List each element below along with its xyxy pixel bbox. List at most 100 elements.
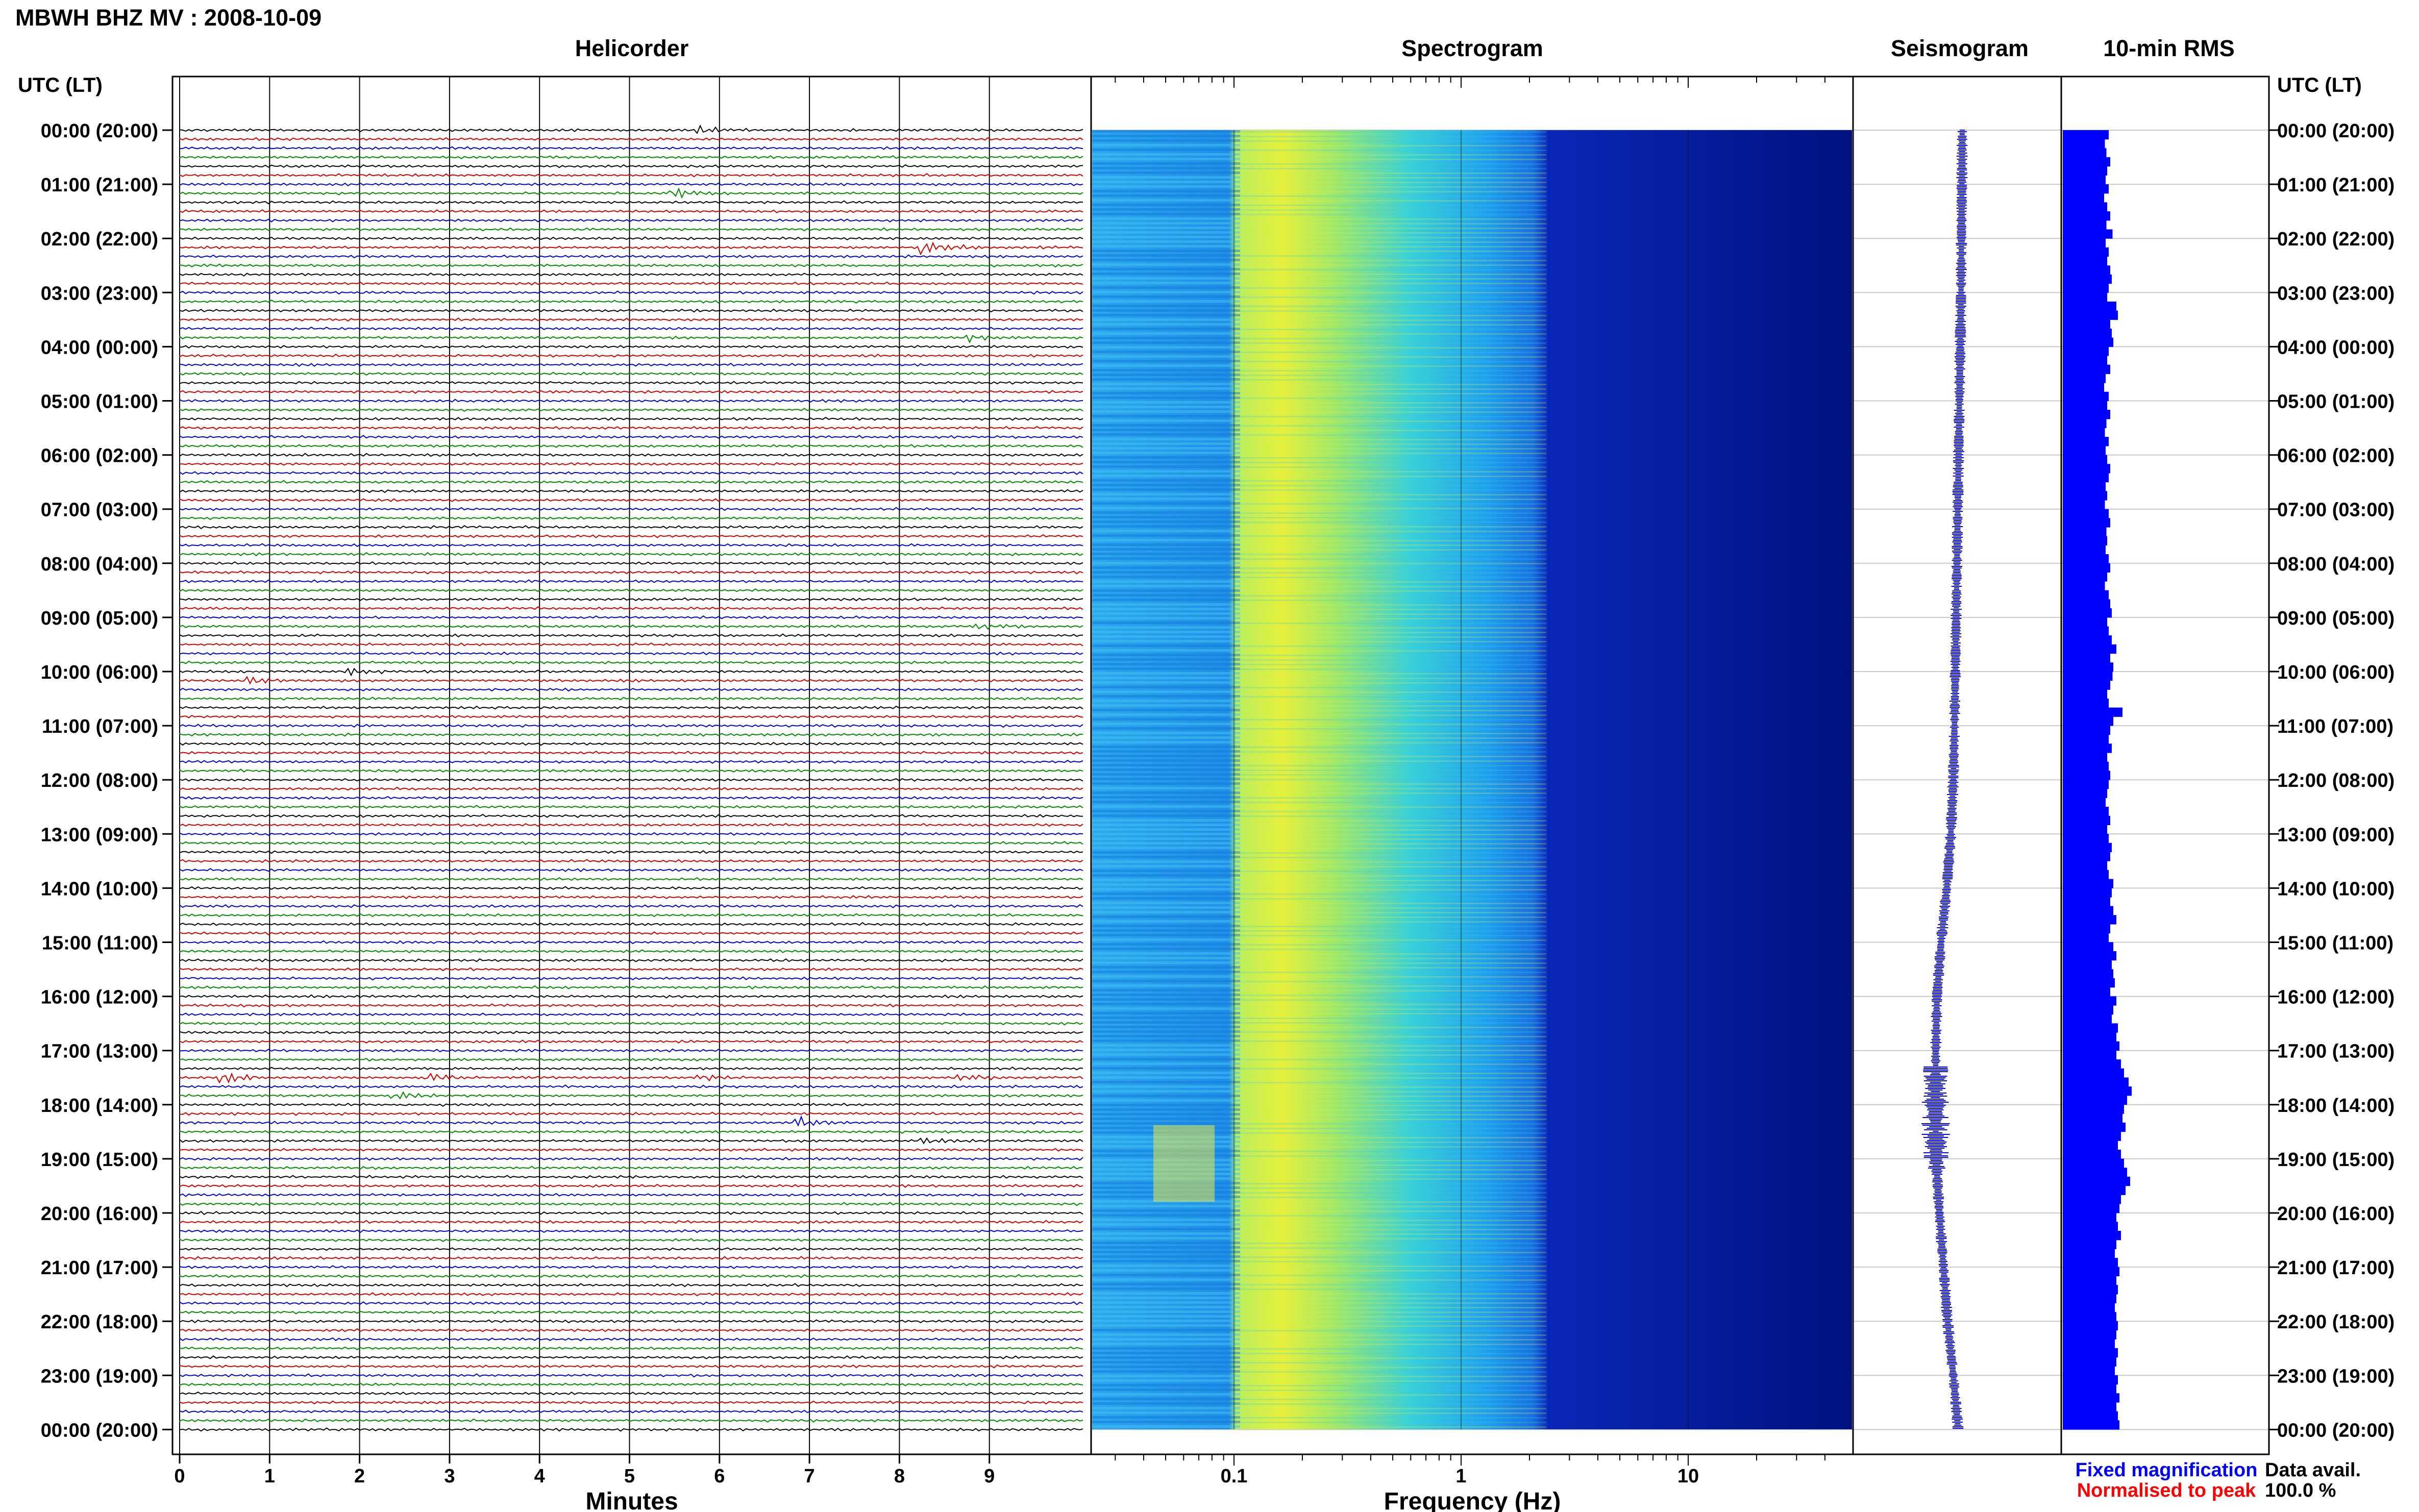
spectrogram-band-mid (1240, 995, 1546, 996)
time-tick-label: 08:00 (04:00) (41, 554, 158, 575)
spectrogram-band-mid (1240, 618, 1546, 619)
spectrogram-band-mid (1240, 834, 1546, 835)
time-tick-label: 16:00 (12:00) (2277, 987, 2395, 1008)
helicorder-trace-line (179, 1084, 1083, 1089)
spectrogram-band-low (1092, 686, 1240, 688)
spectrogram-band-low (1092, 805, 1240, 808)
helicorder-trace-line (179, 1111, 1083, 1116)
frequency-axis: 0.1 1 10 (1115, 77, 1825, 1487)
helicorder-minute-grid (179, 77, 990, 1454)
spectrogram-band-mid (1240, 829, 1546, 831)
spectrogram-band-low (1092, 401, 1240, 404)
rms-bar (2063, 464, 2110, 474)
spectrogram-band-mid (1240, 218, 1546, 220)
spectrogram-band-low (1092, 374, 1240, 376)
rms-bar (2063, 1303, 2115, 1312)
spectrogram-band-low (1092, 1375, 1240, 1377)
spectrogram-band-low (1092, 667, 1240, 670)
minute-tick-label: 0 (174, 1466, 185, 1487)
spectrogram-band-mid (1240, 939, 1546, 941)
spectrogram-band-low (1092, 254, 1240, 257)
spectrogram-band-low (1092, 1329, 1240, 1331)
spectrogram-band-low (1092, 1118, 1240, 1120)
spectrogram-band-mid (1240, 751, 1546, 753)
rms-bar (2063, 1014, 2112, 1024)
helicorder-trace-line (179, 1157, 1083, 1161)
spectrogram-band-low (1092, 1315, 1240, 1318)
spectrogram-band-low (1092, 824, 1240, 826)
rms-bar (2063, 437, 2109, 447)
helicorder-trace-line (179, 1166, 1083, 1170)
spectrogram-band-low (1092, 1255, 1240, 1258)
rms-bar (2063, 1384, 2116, 1394)
spectrogram-band-low (1092, 690, 1240, 693)
spectrogram-band-low (1092, 502, 1240, 505)
spectrogram-band-mid (1240, 990, 1546, 992)
spectrogram-band-mid (1240, 503, 1546, 505)
spectrogram-band-low (1092, 364, 1240, 367)
helicorder-trace-line (179, 507, 1083, 511)
minute-tick-label: 9 (984, 1466, 995, 1487)
helicorder-trace-line (179, 334, 1083, 344)
rms-bar (2063, 1104, 2124, 1114)
helicorder-trace-line (179, 308, 1083, 313)
spectrogram-band-low (1092, 888, 1240, 890)
helicorder-trace-line (179, 922, 1083, 927)
spectrogram-band-low (1092, 897, 1240, 900)
helicorder-trace-line (179, 444, 1083, 448)
spectrogram-band-mid (1240, 848, 1546, 849)
spectrogram-band-mid (1240, 1220, 1546, 1221)
spectrogram-band-low (1092, 525, 1240, 528)
spectrogram-band-mid (1240, 820, 1546, 822)
spectrogram-band-mid (1240, 1412, 1546, 1414)
minute-tick-label: 3 (444, 1466, 455, 1487)
time-tick-label: 22:00 (18:00) (41, 1311, 158, 1333)
helicorder-trace-line (179, 1229, 1083, 1233)
frequency-tick-label: 0.1 (1221, 1466, 1248, 1487)
spectrogram-band-low (1092, 902, 1240, 904)
spectrogram-band-mid (1240, 1068, 1546, 1070)
rms-bar (2063, 1176, 2130, 1186)
spectrogram-band-low (1092, 1223, 1240, 1226)
spectrogram-band-low (1092, 1416, 1240, 1419)
spectrogram-band-low (1092, 424, 1240, 427)
spectrogram-band-low (1092, 1237, 1240, 1240)
helicorder-trace-line (179, 724, 1083, 728)
spectrogram-band-mid (1240, 554, 1546, 555)
spectrogram-band-mid (1240, 379, 1546, 381)
spectrogram-band-mid (1240, 724, 1546, 725)
spectrogram-band-low (1092, 736, 1240, 739)
spectrogram-band-mid (1240, 1128, 1546, 1129)
helicorder-trace-line (179, 813, 1083, 819)
spectrogram-band-mid (1240, 875, 1546, 877)
spectrogram-band-mid (1240, 1275, 1546, 1276)
minutes-axis-label: Minutes (585, 1488, 678, 1512)
spectrogram-band-mid (1240, 609, 1546, 610)
spectrogram-band-low (1092, 750, 1240, 753)
time-tick-label: 15:00 (11:00) (2277, 933, 2393, 954)
spectrogram-band-mid (1240, 1137, 1546, 1138)
rms-bar (2063, 689, 2107, 699)
spectrogram-band-mid (1240, 1243, 1546, 1244)
spectrogram-band-low (1092, 328, 1240, 330)
spectrogram-band-low (1092, 952, 1240, 955)
spectrogram-band-mid (1240, 682, 1546, 684)
rms-bar (2063, 509, 2109, 518)
spectrogram-band-mid (1240, 310, 1546, 312)
right-time-axis-label: UTC (LT) (2277, 74, 2362, 96)
rms-bar (2063, 771, 2110, 780)
minute-tick-label: 6 (714, 1466, 725, 1487)
rms-bar (2063, 1276, 2116, 1285)
helicorder-trace-line (179, 904, 1083, 908)
rms-bar (2063, 229, 2113, 239)
spectrogram-band-low (1092, 713, 1240, 716)
spectrogram-band-mid (1240, 802, 1546, 803)
rms-bar (2063, 130, 2109, 140)
spectrogram-band-low (1092, 1205, 1240, 1207)
spectrogram-band-mid (1240, 228, 1546, 229)
spectrogram-band-low (1092, 534, 1240, 537)
helicorder-trace-line (179, 1247, 1083, 1251)
spectrogram-band-mid (1240, 398, 1546, 399)
spectrogram-band-low (1092, 217, 1240, 220)
time-tick-label: 16:00 (12:00) (41, 987, 158, 1008)
